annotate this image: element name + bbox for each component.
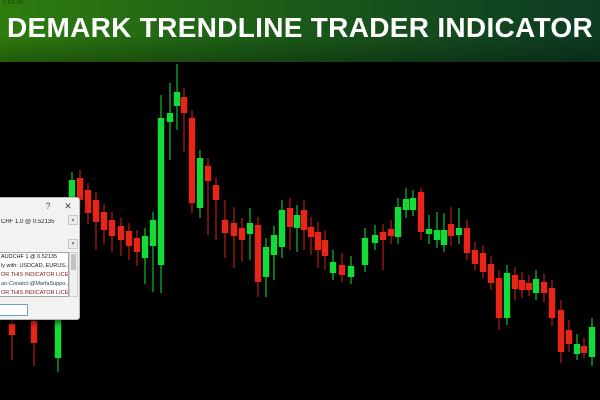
candle: [238, 218, 246, 262]
candle: [548, 280, 556, 326]
candle: [479, 245, 487, 278]
candle: [329, 250, 337, 280]
candle: [338, 253, 346, 282]
candle: [371, 225, 379, 250]
page-title: DEMARK TRENDLINE TRADER INDICATOR: [7, 12, 593, 43]
candle: [157, 95, 165, 293]
candle: [188, 110, 196, 213]
candle: [409, 190, 417, 216]
candle: [495, 270, 503, 330]
candle: [141, 228, 149, 284]
title-banner: 1.52.05 DEMARK TRENDLINE TRADER INDICATO…: [0, 0, 600, 62]
license-list-item[interactable]: OR THIS INDICATOR LICE...: [1, 272, 68, 278]
candle: [293, 205, 301, 252]
candle: [361, 228, 369, 272]
dialog-header-text: CHF 1.0 @ 0.52135: [1, 219, 55, 225]
candle: [425, 215, 433, 244]
candle: [433, 212, 441, 248]
candle: [125, 223, 133, 260]
candle: [379, 224, 387, 270]
help-icon[interactable]: ?: [45, 201, 51, 211]
candle: [402, 188, 410, 218]
candle: [463, 220, 471, 260]
candle: [580, 338, 588, 358]
candle: [540, 274, 548, 302]
close-icon[interactable]: ✕: [64, 201, 72, 211]
candle: [394, 198, 402, 244]
candle: [166, 83, 174, 160]
scrollbar-thumb[interactable]: [71, 254, 76, 270]
banner-corner-text: 1.52.05: [3, 0, 24, 6]
license-input[interactable]: [0, 304, 28, 316]
candle: [307, 217, 315, 255]
candle: [387, 220, 395, 244]
candle: [230, 207, 238, 268]
candle: [262, 238, 270, 297]
candle: [286, 198, 294, 250]
candle: [525, 275, 533, 296]
candle: [204, 158, 212, 235]
candle: [511, 267, 519, 300]
candle: [455, 208, 463, 244]
candle: [573, 334, 581, 360]
candle: [173, 64, 181, 130]
candle: [108, 212, 116, 252]
candle: [557, 300, 565, 363]
candle: [347, 256, 355, 284]
license-listbox[interactable]: AUDCHF 1 @ 0.52135 ly with: USDCAD, EURUS…: [0, 252, 69, 297]
candle: [565, 320, 573, 352]
candle: [212, 177, 220, 240]
candle: [92, 192, 100, 250]
scroll-up-icon[interactable]: ▲: [68, 215, 78, 225]
candle: [278, 200, 286, 258]
license-list-item[interactable]: an-Conatct-@MarfaSuppo...: [1, 281, 68, 287]
listbox-scrollbar[interactable]: [69, 252, 78, 297]
candle: [321, 230, 329, 270]
candle: [518, 272, 526, 298]
candle: [447, 207, 455, 246]
candle: [440, 213, 448, 252]
candle: [300, 200, 308, 250]
license-dialog[interactable]: ? ✕ CHF 1.0 @ 0.52135 ▲ ▼ AUDCHF 1 @ 0.5…: [0, 197, 80, 320]
candle: [196, 150, 204, 218]
candle: [270, 226, 278, 280]
candle: [417, 188, 425, 240]
candle: [180, 88, 188, 152]
scroll-down-icon[interactable]: ▼: [68, 239, 78, 249]
candle: [254, 217, 262, 297]
candle: [588, 318, 596, 366]
candle: [503, 265, 511, 325]
candle: [487, 256, 495, 290]
candle: [532, 270, 540, 300]
candle: [133, 230, 141, 266]
candle: [314, 222, 322, 268]
candle: [76, 170, 84, 214]
license-list-item[interactable]: OR THIS INDICATOR LICE...: [1, 290, 68, 296]
candle: [100, 204, 108, 244]
candle: [246, 208, 254, 260]
candle: [221, 200, 229, 258]
candle: [117, 218, 125, 256]
candle: [149, 212, 157, 292]
candle: [84, 183, 92, 224]
candle: [471, 242, 479, 270]
license-list-item[interactable]: ly with: USDCAD, EURUS...: [1, 263, 68, 269]
license-list-item[interactable]: AUDCHF 1 @ 0.52135: [1, 254, 58, 260]
